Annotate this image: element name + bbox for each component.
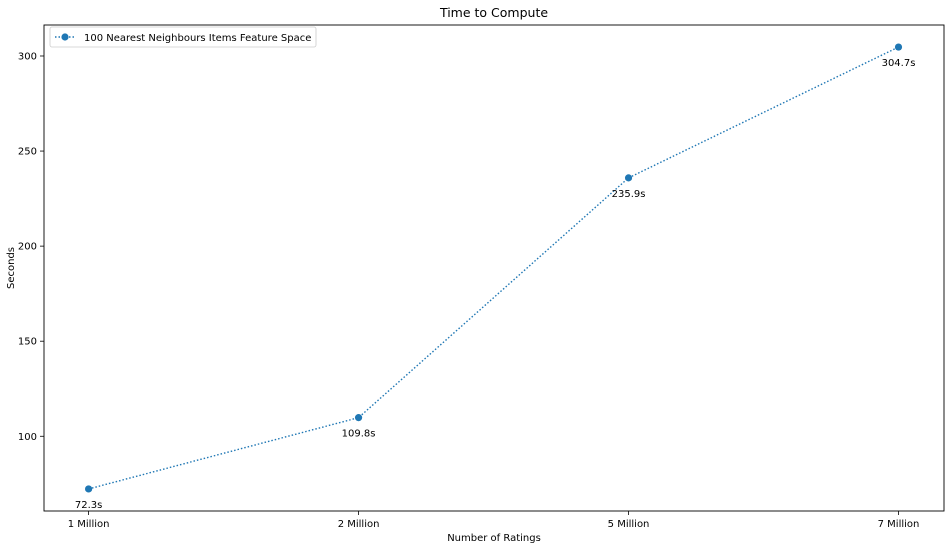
series-layer: 72.3s 109.8s 235.9s 304.7s — [75, 43, 916, 511]
series-line — [88, 46, 899, 490]
data-label: 109.8s — [342, 429, 376, 440]
x-axis: 1 Million 2 Million 5 Million 7 Million — [68, 511, 920, 530]
x-tick-label: 1 Million — [68, 519, 110, 530]
y-tick-label: 100 — [18, 432, 37, 443]
x-tick-label: 5 Million — [608, 519, 650, 530]
legend-box — [49, 26, 317, 48]
legend-entry-label: 100 Nearest Neighbours Items Feature Spa… — [84, 33, 311, 44]
y-axis: 100 150 200 250 300 — [18, 51, 44, 443]
y-tick-label: 150 — [18, 337, 37, 348]
data-point — [354, 414, 363, 422]
legend: 100 Nearest Neighbours Items Feature Spa… — [49, 26, 317, 48]
y-tick-label: 200 — [18, 242, 37, 253]
data-point — [85, 485, 93, 493]
y-axis-label: Seconds — [6, 247, 17, 289]
data-point — [624, 174, 633, 182]
y-tick-label: 250 — [18, 147, 37, 158]
x-tick-label: 2 Million — [338, 519, 380, 530]
plot-frame — [43, 24, 945, 512]
x-tick-label: 7 Million — [878, 519, 920, 530]
y-tick-label: 300 — [18, 51, 37, 62]
data-label: 72.3s — [75, 500, 102, 511]
data-label: 304.7s — [882, 58, 916, 69]
data-label: 235.9s — [612, 189, 646, 200]
x-axis-label: Number of Ratings — [447, 533, 541, 544]
legend-marker-swatch — [61, 33, 69, 41]
chart-title: Time to Compute — [439, 5, 548, 20]
data-point — [894, 43, 903, 51]
